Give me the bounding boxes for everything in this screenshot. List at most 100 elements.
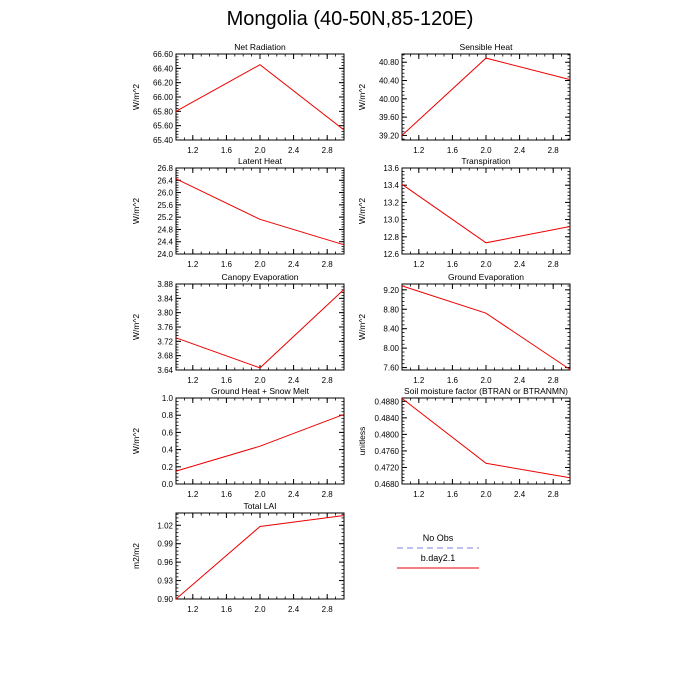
- plot-frame: [175, 512, 345, 600]
- y-tick-label: 65.60: [153, 122, 174, 131]
- x-tick-label: 1.6: [447, 146, 459, 155]
- y-tick-label: 66.20: [153, 79, 174, 88]
- y-axis-label: m2/m2: [131, 543, 141, 569]
- series-line: [175, 413, 345, 472]
- y-tick-label: 3.76: [157, 323, 173, 332]
- x-tick-label: 2.0: [480, 260, 492, 269]
- panel-title: Ground Evaporation: [448, 272, 524, 282]
- y-tick-label: 0.2: [162, 463, 174, 472]
- y-tick-label: 1.0: [162, 394, 174, 403]
- panel-title: Latent Heat: [238, 156, 283, 166]
- y-tick-label: 0.4880: [375, 397, 400, 406]
- x-tick-label: 1.2: [187, 376, 199, 385]
- y-tick-label: 9.20: [383, 286, 399, 295]
- y-tick-label: 13.4: [383, 181, 399, 190]
- y-tick-label: 24.0: [157, 250, 173, 259]
- y-tick-label: 0.96: [157, 558, 173, 567]
- panel-1: 1.2 1.6 2.0 2.4 2.8 65.40 65.60 65.80 66.00 66.20…: [131, 42, 345, 155]
- y-tick-label: 39.60: [379, 113, 400, 122]
- x-tick-label: 2.8: [322, 376, 334, 385]
- x-tick-label: 2.8: [322, 146, 334, 155]
- y-tick-label: 3.72: [157, 337, 173, 346]
- y-tick-label: 40.00: [379, 95, 400, 104]
- y-tick-label: 0.4720: [375, 463, 400, 472]
- y-tick-label: 13.2: [383, 198, 399, 207]
- y-tick-label: 0.90: [157, 595, 173, 604]
- y-tick-label: 26.8: [157, 164, 173, 173]
- x-tick-label: 1.2: [187, 490, 199, 499]
- y-tick-label: 25.2: [157, 213, 173, 222]
- x-tick-label: 2.4: [514, 490, 526, 499]
- panel-8: 1.2 1.6 2.0 2.4 2.8 0.4680 0.4720 0.4760 0.4800 0…: [357, 386, 571, 499]
- y-tick-label: 8.00: [383, 344, 399, 353]
- y-tick-label: 66.00: [153, 93, 174, 102]
- x-tick-label: 2.8: [548, 146, 560, 155]
- panel-title: Canopy Evaporation: [221, 272, 298, 282]
- series-line: [401, 183, 571, 244]
- y-tick-label: 13.6: [383, 164, 399, 173]
- y-axis-label: unitless: [357, 427, 367, 456]
- x-tick-label: 2.4: [514, 376, 526, 385]
- x-tick-label: 1.6: [447, 260, 459, 269]
- x-tick-label: 2.4: [288, 605, 300, 614]
- y-axis-label: W/m^2: [357, 84, 367, 110]
- panel-title: Ground Heat + Snow Melt: [211, 386, 310, 396]
- y-tick-label: 12.8: [383, 233, 399, 242]
- x-tick-label: 1.2: [187, 605, 199, 614]
- panel-2: 1.2 1.6 2.0 2.4 2.8 39.20 39.60 40.00 40.40 40.80…: [357, 42, 571, 155]
- panel-title: Net Radiation: [234, 42, 286, 52]
- x-tick-label: 1.6: [221, 260, 233, 269]
- y-tick-label: 0.4: [162, 446, 174, 455]
- x-tick-label: 2.0: [254, 376, 266, 385]
- x-tick-label: 1.2: [413, 146, 425, 155]
- y-axis-label: W/m^2: [357, 198, 367, 224]
- y-tick-label: 3.68: [157, 352, 173, 361]
- y-tick-label: 39.20: [379, 131, 400, 140]
- y-tick-label: 0.4840: [375, 414, 400, 423]
- y-tick-label: 65.80: [153, 107, 174, 116]
- x-tick-label: 1.6: [447, 376, 459, 385]
- y-axis-label: W/m^2: [357, 314, 367, 340]
- y-tick-label: 0.6: [162, 428, 174, 437]
- y-tick-label: 24.4: [157, 238, 173, 247]
- y-tick-label: 66.40: [153, 64, 174, 73]
- x-tick-label: 1.6: [447, 490, 459, 499]
- x-tick-label: 2.0: [254, 490, 266, 499]
- x-tick-label: 1.2: [413, 260, 425, 269]
- y-tick-label: 24.8: [157, 225, 173, 234]
- plot-frame: [401, 283, 571, 371]
- x-tick-label: 2.0: [254, 260, 266, 269]
- x-tick-label: 2.0: [254, 605, 266, 614]
- x-tick-label: 2.0: [480, 490, 492, 499]
- plot-frame: [175, 283, 345, 371]
- panel-7: 1.2 1.6 2.0 2.4 2.8 0.0 0.2 0.4 0.6 0.8 1.0 Ground …: [131, 386, 345, 499]
- panel-5: 1.2 1.6 2.0 2.4 2.8 3.64 3.68 3.72 3.76 3.80 3.84 3…: [131, 272, 345, 385]
- y-axis-label: W/m^2: [131, 84, 141, 110]
- x-tick-label: 2.0: [480, 376, 492, 385]
- series-line: [401, 285, 571, 370]
- x-tick-label: 1.2: [187, 146, 199, 155]
- x-tick-label: 1.2: [413, 490, 425, 499]
- x-tick-label: 2.4: [514, 260, 526, 269]
- y-axis-label: W/m^2: [131, 198, 141, 224]
- plot-frame: [175, 397, 345, 485]
- y-tick-label: 25.6: [157, 201, 173, 210]
- series-line: [401, 398, 571, 479]
- y-tick-label: 40.40: [379, 77, 400, 86]
- series-line: [175, 289, 345, 369]
- x-tick-label: 2.8: [322, 490, 334, 499]
- x-tick-label: 1.2: [413, 376, 425, 385]
- plot-frame: [175, 167, 345, 255]
- x-tick-label: 2.8: [548, 490, 560, 499]
- x-tick-label: 1.6: [221, 490, 233, 499]
- series-line: [175, 64, 345, 131]
- y-tick-label: 0.99: [157, 540, 173, 549]
- y-tick-label: 0.0: [162, 480, 174, 489]
- legend: No Obs b.day2.1: [397, 533, 479, 569]
- legend-label: b.day2.1: [421, 553, 456, 563]
- x-tick-label: 2.4: [288, 490, 300, 499]
- y-tick-label: 3.84: [157, 294, 173, 303]
- plot-frame: [401, 397, 571, 485]
- x-tick-label: 2.8: [548, 376, 560, 385]
- x-tick-label: 1.6: [221, 376, 233, 385]
